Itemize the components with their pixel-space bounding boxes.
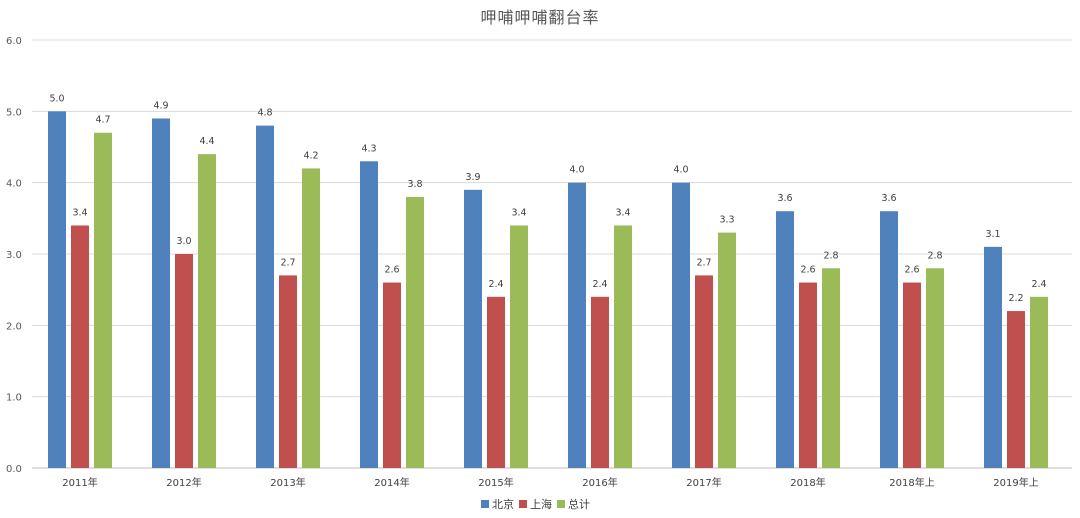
data-label: 2.4 <box>488 279 503 290</box>
data-label: 4.0 <box>673 165 688 176</box>
bar-北京-2012年 <box>152 118 170 468</box>
legend-swatch <box>519 500 527 508</box>
bar-总计-2011年 <box>94 132 112 468</box>
data-label: 4.9 <box>153 100 168 111</box>
x-tick-label: 2019年上 <box>993 476 1038 489</box>
y-tick-label: 6.0 <box>6 36 22 47</box>
data-label: 3.3 <box>719 215 734 226</box>
y-tick-label: 1.0 <box>6 393 22 404</box>
data-label: 3.4 <box>615 207 630 218</box>
data-label: 3.0 <box>176 236 191 247</box>
data-label: 4.7 <box>95 115 110 126</box>
bar-总计-2019年上 <box>1030 296 1048 468</box>
data-label: 2.8 <box>823 250 838 261</box>
data-label: 4.2 <box>303 150 318 161</box>
bars <box>48 111 1048 469</box>
x-tick-label: 2018年 <box>790 476 825 489</box>
bar-上海-2014年 <box>383 282 401 468</box>
data-label: 2.4 <box>1031 279 1046 290</box>
bar-总计-2014年 <box>406 196 424 468</box>
bar-上海-2015年 <box>487 296 505 468</box>
bar-北京-2014年 <box>360 161 378 468</box>
bar-北京-2015年 <box>464 189 482 469</box>
x-axis-tick-labels: 2011年 2012年 2013年 2014年 2015年 2016年 2017年 2018年… <box>62 476 1038 489</box>
data-label: 3.6 <box>777 193 792 204</box>
x-tick-label: 2012年 <box>166 476 201 489</box>
x-tick-label: 2015年 <box>478 476 513 489</box>
bar-总计-2012年 <box>198 154 216 468</box>
data-label: 2.7 <box>280 257 295 268</box>
x-tick-label: 2011年 <box>62 476 97 489</box>
bar-北京-2018年 <box>776 211 794 468</box>
data-label: 2.4 <box>592 279 607 290</box>
data-label: 2.7 <box>696 257 711 268</box>
x-tick-label: 2014年 <box>374 476 409 489</box>
data-label: 4.0 <box>569 165 584 176</box>
legend-swatch <box>557 500 565 508</box>
gridlines <box>32 39 1072 469</box>
data-label: 3.6 <box>881 193 896 204</box>
y-tick-label: 0.0 <box>6 464 22 475</box>
bar-北京-2016年 <box>568 182 586 468</box>
bar-上海-2018年上 <box>903 282 921 468</box>
bar-总计-2016年 <box>614 225 632 468</box>
y-tick-label: 4.0 <box>6 179 22 190</box>
data-label: 4.8 <box>257 108 272 119</box>
bar-上海-2016年 <box>591 296 609 468</box>
data-label: 4.4 <box>199 136 214 147</box>
bar-上海-2019年上 <box>1007 311 1025 468</box>
legend: 北京 上海 总计 <box>481 497 590 511</box>
legend-label: 上海 <box>530 497 552 511</box>
data-label: 2.6 <box>904 265 919 276</box>
legend-label: 北京 <box>492 497 514 511</box>
data-label: 2.6 <box>800 265 815 276</box>
data-label: 3.4 <box>511 207 526 218</box>
chart-title: 呷哺呷哺翻台率 <box>480 8 600 27</box>
bar-上海-2018年 <box>799 282 817 468</box>
legend-swatch <box>481 500 489 508</box>
x-tick-label: 2013年 <box>270 476 305 489</box>
x-tick-label: 2018年上 <box>889 476 934 489</box>
x-tick-label: 2016年 <box>582 476 617 489</box>
data-label: 3.8 <box>407 179 422 190</box>
y-tick-label: 5.0 <box>6 107 22 118</box>
bar-总计-2018年 <box>822 268 840 468</box>
bar-上海-2013年 <box>279 275 297 468</box>
data-label: 3.4 <box>72 207 87 218</box>
data-label: 5.0 <box>49 93 64 104</box>
x-tick-label: 2017年 <box>686 476 721 489</box>
y-axis-tick-labels: 0.0 1.0 2.0 3.0 4.0 5.0 6.0 <box>6 36 22 475</box>
bar-上海-2017年 <box>695 275 713 468</box>
data-labels: 5.0 3.4 4.7 4.9 3.0 4.4 4.8 2.7 4.2 4.3 2.6 3.8 3.9 2… <box>49 93 1046 304</box>
bar-总计-2013年 <box>302 168 320 468</box>
bar-上海-2011年 <box>71 225 89 468</box>
bar-总计-2017年 <box>718 232 736 468</box>
y-tick-label: 2.0 <box>6 321 22 332</box>
data-label: 3.1 <box>985 229 1000 240</box>
bar-北京-2019年上 <box>984 246 1002 468</box>
data-label: 2.6 <box>384 265 399 276</box>
bar-北京-2013年 <box>256 125 274 468</box>
y-tick-label: 3.0 <box>6 250 22 261</box>
data-label: 4.3 <box>361 143 376 154</box>
data-label: 2.8 <box>927 250 942 261</box>
legend-label: 总计 <box>568 497 590 511</box>
bar-总计-2018年上 <box>926 268 944 468</box>
bar-北京-2017年 <box>672 182 690 468</box>
data-label: 3.9 <box>465 172 480 183</box>
bar-北京-2018年上 <box>880 211 898 468</box>
bar-上海-2012年 <box>175 254 193 468</box>
bar-北京-2011年 <box>48 111 66 468</box>
data-label: 2.2 <box>1008 293 1023 304</box>
bar-总计-2015年 <box>510 225 528 468</box>
